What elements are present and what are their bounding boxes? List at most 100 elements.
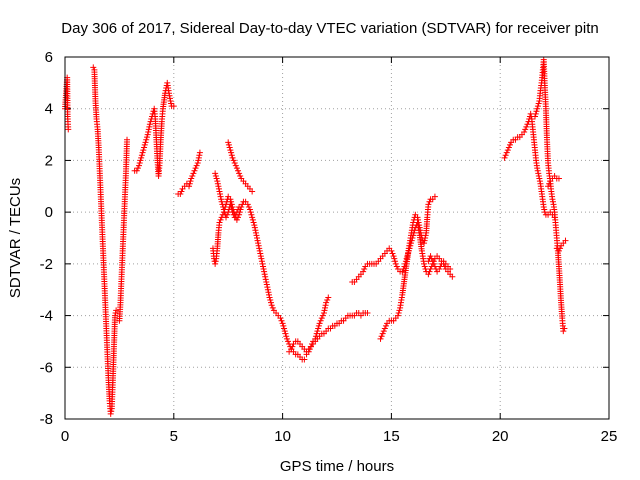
data-point [218,198,225,205]
data-point [261,268,268,275]
data-point [65,126,72,133]
data-point [229,154,236,161]
data-point [124,136,131,143]
data-point [313,330,320,337]
data-point [429,258,436,265]
data-point [266,291,272,298]
y-tick-label: -2 [40,256,53,273]
data-point [141,141,148,148]
grid [65,57,609,419]
data-point [534,103,541,110]
data-point [233,209,240,216]
data-point [305,348,312,355]
data-point [546,180,553,187]
data-point [214,178,221,185]
data-point [283,333,290,340]
data-point [315,322,322,329]
data-point [219,201,226,208]
data-point [431,263,438,270]
data-point [189,172,196,179]
data-point [90,64,97,71]
data-point [143,136,150,143]
data-point [216,188,223,195]
data-point [244,201,251,208]
data-point [234,206,241,213]
x-tick-label: 25 [601,428,618,445]
data-point [166,92,173,99]
data-point [226,144,233,151]
data-point [258,255,265,262]
y-axis-label: SDTVAR / TECUs [7,178,24,298]
data-point [213,175,220,182]
data-point [427,253,434,260]
data-point [113,307,120,314]
data-point [252,229,259,236]
data-point [138,154,145,161]
data-point [146,121,153,128]
x-axis-label: GPS time / hours [280,458,394,475]
data-point [251,222,258,229]
data-point [196,152,203,159]
data-point [228,203,235,210]
data-point [217,191,224,198]
data-point [186,183,193,190]
data-point [108,408,115,415]
data-point [228,152,235,159]
data-point [417,229,424,236]
data-point [283,335,290,342]
data-point [307,343,314,350]
data-point [267,299,274,306]
data-point [212,260,219,267]
data-point [536,178,543,185]
data-point [143,134,150,141]
data-point [427,266,434,273]
data-point [521,128,528,135]
data-point [245,203,252,210]
data-point [194,160,201,167]
data-point [399,268,406,275]
data-point [269,304,276,311]
data-point [192,165,199,172]
data-point [257,250,264,257]
data-point [227,196,234,203]
data-point [393,263,400,270]
x-tick-label: 20 [492,428,509,445]
data-point [231,214,238,221]
data-point [281,325,288,332]
data-point [234,167,241,174]
data-point [523,123,530,130]
data-point [138,152,145,159]
data-point [195,154,202,161]
data-point [225,139,232,146]
data-point [562,237,569,244]
data-point [382,322,389,329]
data-point [306,346,313,353]
data-point [391,255,398,262]
data-point [316,320,323,327]
data-point [253,232,260,239]
data-point [324,297,331,304]
data-point [422,235,429,241]
data-point [251,224,258,231]
data-point [112,312,119,319]
data-point [215,183,222,190]
data-point [555,175,562,182]
data-point [421,237,428,244]
data-point [231,160,238,167]
data-point [380,328,387,335]
data-point [312,333,319,340]
data-point [285,338,292,345]
chart-title: Day 306 of 2017, Sidereal Day-to-day VTE… [61,20,598,37]
data-point [322,302,329,309]
data-point [549,196,556,203]
data-point [534,165,541,172]
data-point [421,240,428,247]
data-point [561,325,568,332]
data-point [396,307,403,314]
data-point [378,333,385,340]
data-point [225,141,232,148]
data-point [255,242,262,249]
data-point [502,152,509,159]
data-point [281,328,288,335]
data-point [268,302,275,309]
